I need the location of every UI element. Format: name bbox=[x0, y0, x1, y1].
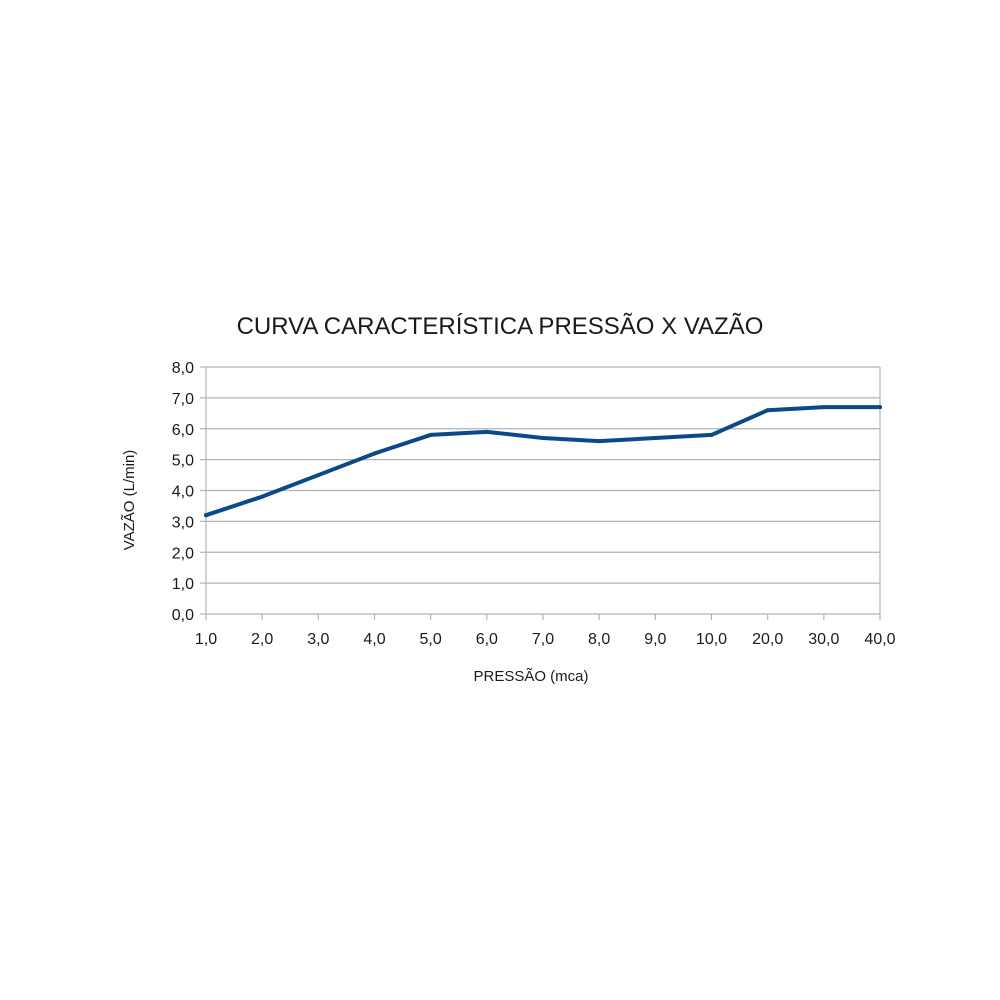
data-point bbox=[653, 436, 658, 441]
series-group bbox=[204, 405, 882, 518]
x-tick-label: 10,0 bbox=[696, 631, 727, 648]
y-tick-labels: 0,0 1,0 2,0 3,0 4,0 5,0 6,0 7,0 8,0 bbox=[172, 360, 194, 624]
grid-lines bbox=[206, 366, 880, 615]
x-tick-label: 20,0 bbox=[752, 631, 783, 648]
x-tick-label: 1,0 bbox=[195, 631, 217, 648]
data-point bbox=[709, 432, 714, 437]
data-point bbox=[878, 405, 882, 410]
y-tick-label: 6,0 bbox=[172, 422, 194, 439]
data-point bbox=[428, 432, 433, 437]
x-tick-label: 5,0 bbox=[420, 631, 442, 648]
x-axis-label: PRESSÃO (mca) bbox=[473, 668, 588, 685]
y-tick-label: 2,0 bbox=[172, 545, 194, 562]
data-point bbox=[484, 429, 489, 434]
chart-title: CURVA CARACTERÍSTICA PRESSÃO X VAZÃO bbox=[237, 313, 764, 340]
data-point bbox=[541, 436, 545, 441]
y-tick-label: 3,0 bbox=[172, 514, 194, 531]
x-tick-labels: 1,0 2,0 3,0 4,0 5,0 6,0 7,0 8,0 9,0 10,0 20,0 30,0 4… bbox=[195, 631, 896, 648]
x-tick-label: 4,0 bbox=[363, 631, 385, 648]
series-line bbox=[204, 405, 882, 518]
x-tick-label: 3,0 bbox=[307, 631, 329, 648]
x-tick-label: 2,0 bbox=[251, 631, 273, 648]
x-tick-label: 9,0 bbox=[644, 631, 666, 648]
data-point bbox=[204, 513, 208, 518]
y-axis-label: VAZÃO (L/min) bbox=[121, 450, 138, 551]
y-tick-label: 1,0 bbox=[172, 576, 194, 593]
data-point bbox=[765, 408, 770, 413]
y-tick-label: 0,0 bbox=[172, 607, 194, 624]
axes bbox=[200, 366, 881, 620]
data-point bbox=[372, 451, 377, 456]
x-tick-label: 7,0 bbox=[532, 631, 554, 648]
x-tick-label: 8,0 bbox=[588, 631, 610, 648]
data-point bbox=[260, 494, 265, 499]
x-tick-label: 40,0 bbox=[864, 631, 895, 648]
data-point bbox=[597, 439, 602, 444]
y-tick-label: 4,0 bbox=[172, 484, 194, 501]
y-tick-label: 7,0 bbox=[172, 391, 194, 408]
y-tick-label: 5,0 bbox=[172, 453, 194, 470]
y-tick-label: 8,0 bbox=[172, 360, 194, 377]
data-point bbox=[316, 473, 321, 478]
data-point bbox=[821, 405, 826, 410]
x-tick-label: 6,0 bbox=[476, 631, 498, 648]
x-tick-label: 30,0 bbox=[808, 631, 839, 648]
